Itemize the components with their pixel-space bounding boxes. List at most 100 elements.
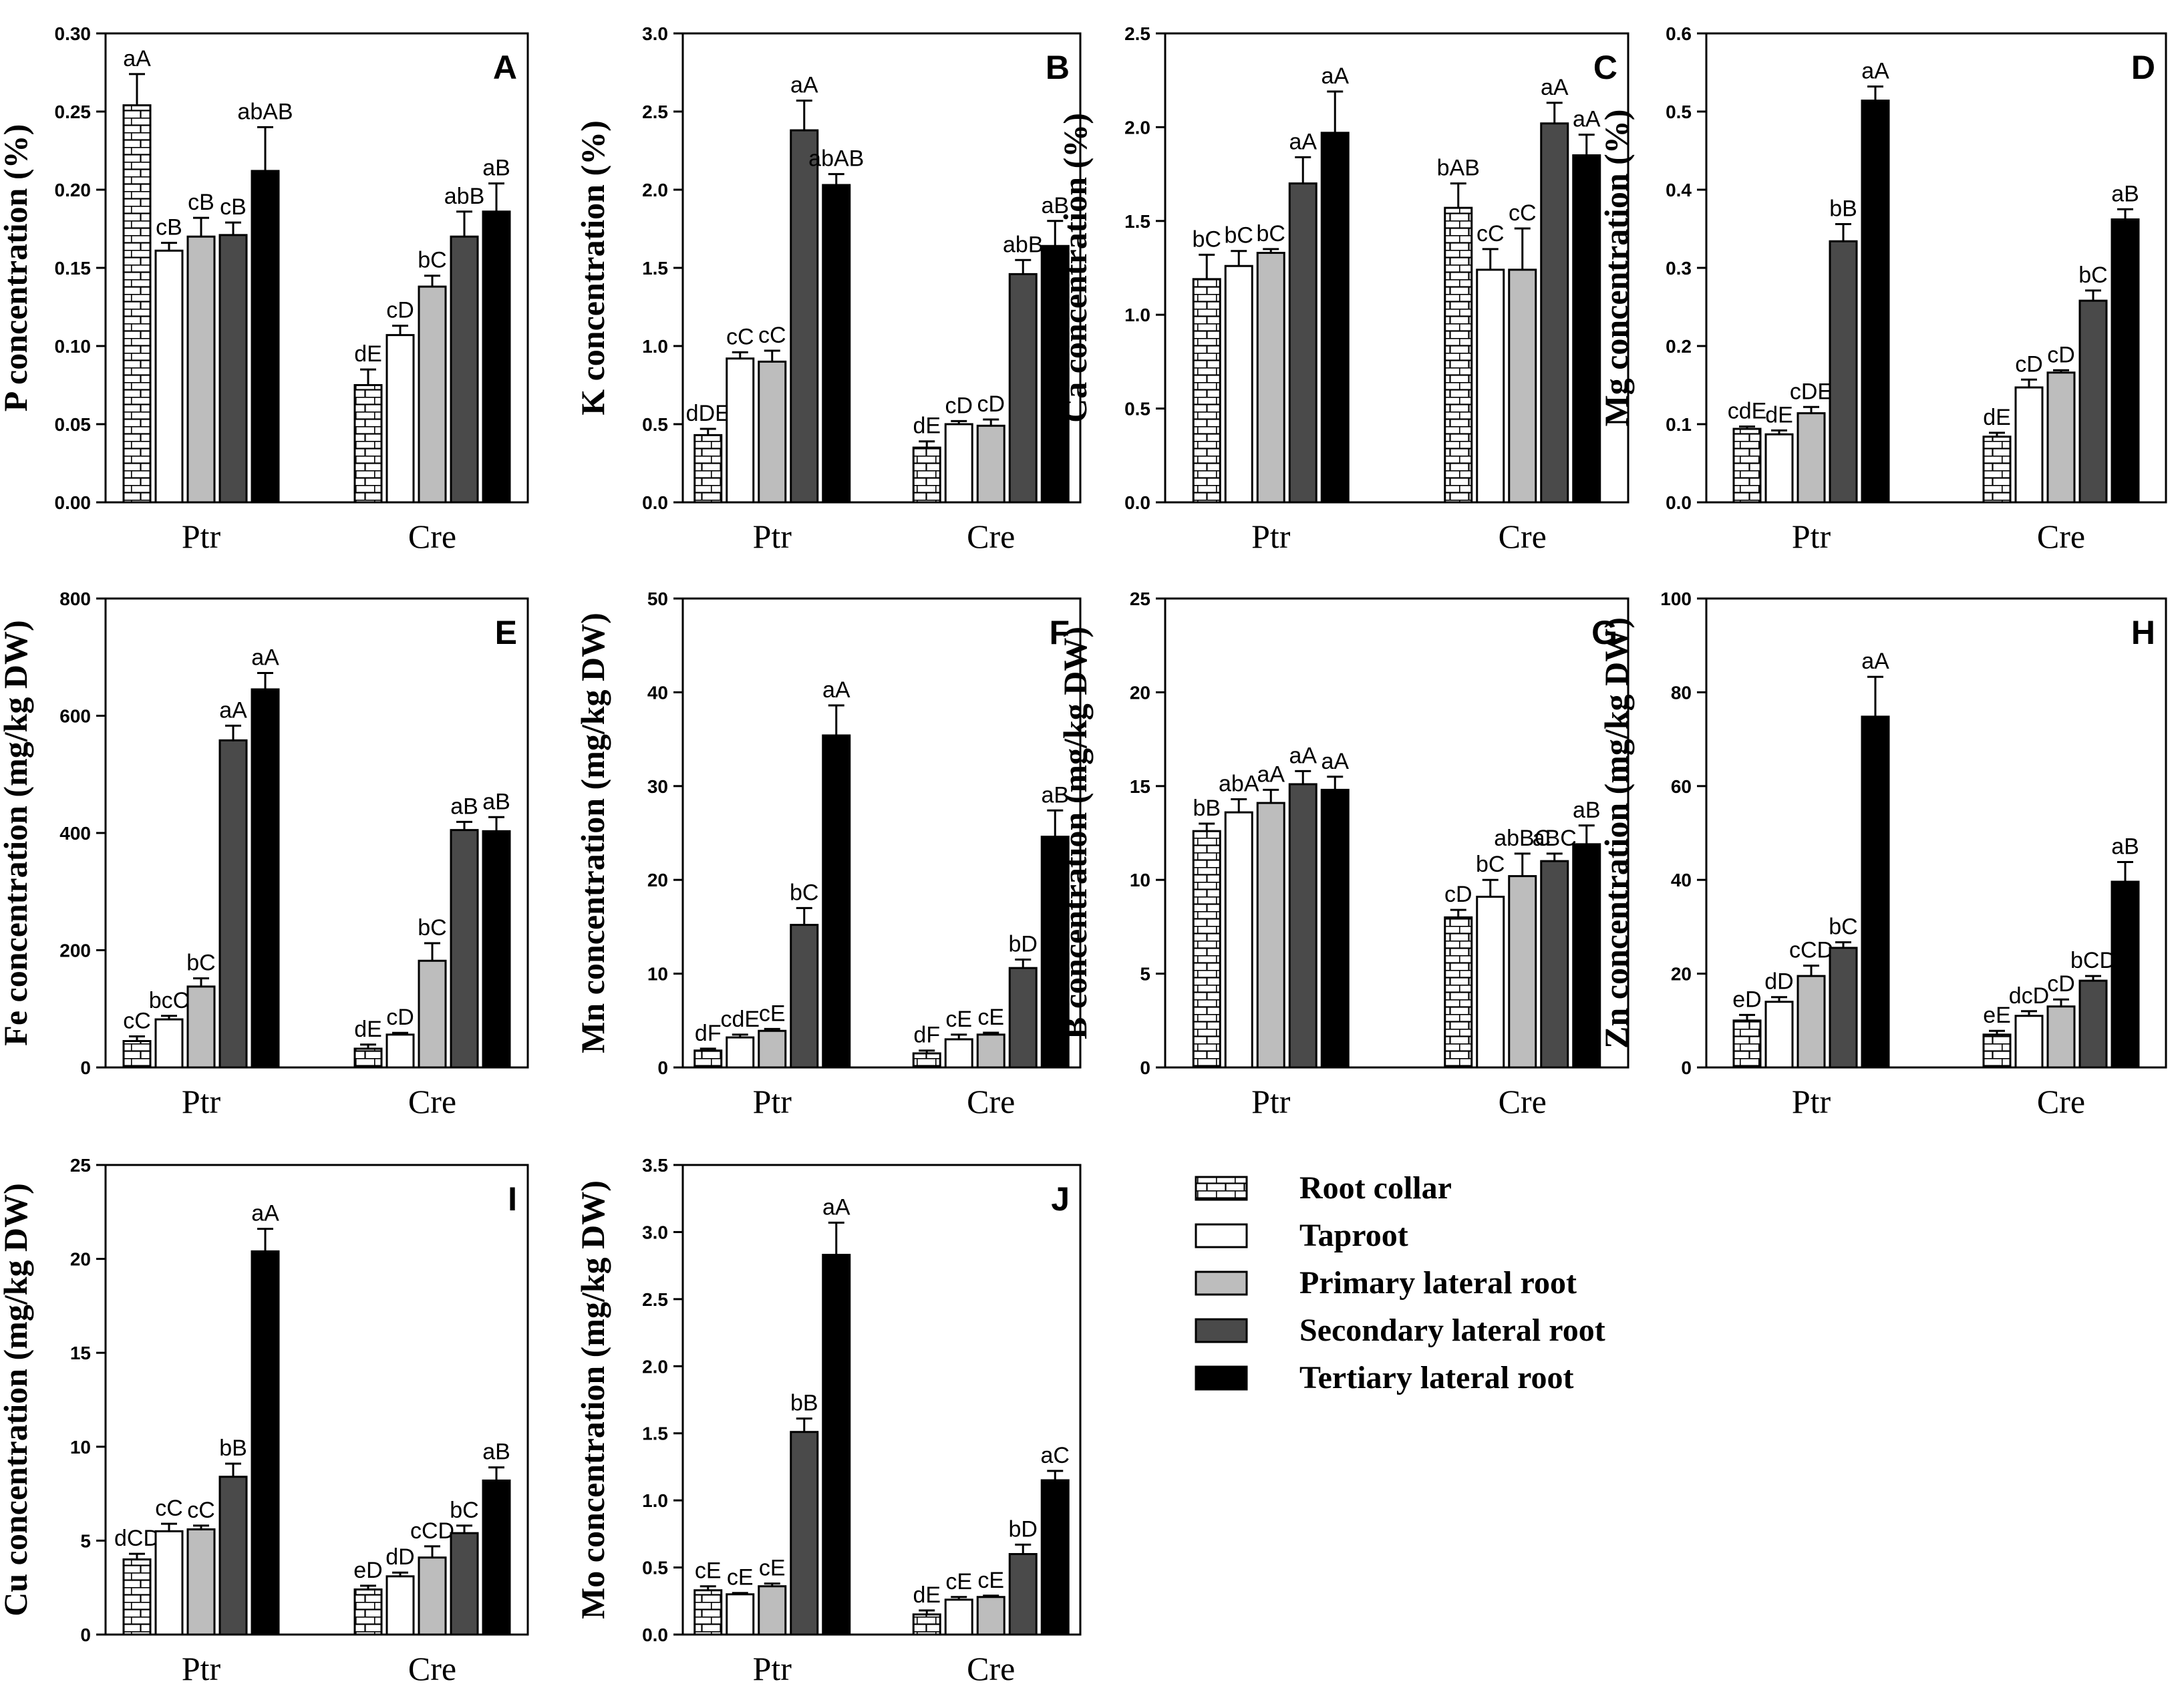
significance-label: abB [444,184,485,209]
significance-label: bAB [1437,156,1480,181]
panel-letter: E [495,614,517,651]
significance-label: eD [1732,987,1761,1012]
panel-letter: A [493,49,517,86]
bar [1256,802,1285,1069]
y-tick-label: 100 [1660,588,1692,609]
bar [1288,182,1317,504]
panel-g: G 0 5 10 15 20 25 B concentration (mg/kg DW) Ptr… [1056,588,1629,1120]
y-tick-label: 10 [70,1437,91,1458]
significance-label: abBC [1494,826,1551,851]
bar [1764,1001,1794,1069]
bar [450,829,479,1069]
bar [186,985,216,1069]
y-tick-label: 0.0 [642,1625,668,1645]
significance-label: cB [156,215,182,240]
significance-label: aB [1041,193,1069,218]
y-tick-label: 1.0 [642,336,668,357]
plot-frame [1705,597,2167,1069]
bar [693,1589,723,1636]
bar [1861,100,1890,504]
significance-label: aA [251,645,279,670]
plot-frame [104,1164,529,1636]
significance-label: cE [945,1569,972,1594]
legend-label: Primary lateral root [1299,1265,1577,1301]
y-tick-label: 2.0 [1124,117,1150,138]
y-tick-label: 80 [1671,682,1692,703]
bar [726,1593,755,1636]
significance-label: bCD [2070,948,2116,973]
y-tick-label: 0.0 [642,492,668,513]
y-tick-label: 600 [59,706,91,727]
y-tick-label: 50 [647,588,668,609]
legend-label: Tertiary lateral root [1299,1360,1574,1395]
x-category-label: Cre [1499,1083,1547,1120]
significance-label: cD [945,393,973,418]
bar [186,235,216,504]
x-category-label: Cre [967,518,1015,555]
panel-j: J 0.0 0.5 1.0 1.5 2.0 2.5 3.0 3.5 Mo concentratio… [574,1155,1082,1687]
bar [944,1598,973,1636]
y-tick-label: 3.5 [642,1155,668,1176]
x-category-label: Cre [967,1650,1015,1687]
bar [122,1558,152,1636]
legend-swatch [1195,1318,1248,1343]
significance-label: aA [1861,649,1889,674]
bar [976,1033,1005,1069]
panel-letter: C [1593,49,1617,86]
y-tick-label: 2.5 [642,1289,668,1310]
significance-label: aA [1321,749,1349,774]
significance-label: bD [1009,932,1038,957]
significance-label: abA [1219,771,1259,796]
bar [418,285,447,504]
bar [2111,218,2140,504]
significance-label: bC [186,951,215,976]
panel-letter: I [508,1180,517,1218]
panel-letter: G [1591,614,1617,651]
bar [2078,979,2108,1069]
bar [482,210,511,504]
significance-label: bB [1193,796,1221,821]
bar [1320,132,1350,504]
significance-label: cdE [1728,399,1767,424]
bar [1540,860,1569,1069]
significance-label: eD [353,1558,382,1583]
x-category-label: Cre [408,1083,456,1120]
y-tick-label: 20 [1671,964,1692,985]
bar [912,1613,941,1636]
significance-label: aA [1257,762,1285,787]
significance-label: aA [1541,75,1569,100]
legend-swatch [1195,1271,1248,1296]
legend-swatch [1195,1176,1248,1201]
bar [1320,788,1350,1069]
significance-label: aA [1321,63,1349,89]
bar [1982,1033,2012,1069]
significance-label: cC [1509,200,1537,226]
x-category-label: Ptr [1792,1083,1831,1120]
y-tick-label: 0 [1140,1057,1150,1078]
bar [693,1049,723,1069]
x-category-label: Ptr [182,1083,221,1120]
bar [726,1036,755,1069]
significance-label: aA [251,1201,279,1226]
significance-label: aA [1289,743,1317,768]
bar [1444,916,1473,1069]
bar [450,1532,479,1636]
y-tick-label: 0.05 [55,414,92,435]
significance-label: bC [2078,263,2107,288]
plot-frame [681,597,1082,1069]
significance-label: abAB [237,99,293,124]
bar [790,924,819,1069]
bar [790,1431,819,1636]
bar [693,434,723,504]
panel-letter: D [2131,49,2155,86]
y-tick-label: 0.2 [1666,336,1692,357]
bar [1764,433,1794,504]
significance-label: aB [1573,798,1601,823]
significance-label: dE [354,1017,382,1042]
x-category-label: Cre [408,518,456,555]
y-tick-label: 30 [647,776,668,797]
bar [418,1556,447,1636]
bar [186,1528,216,1636]
significance-label: cE [695,1558,722,1584]
